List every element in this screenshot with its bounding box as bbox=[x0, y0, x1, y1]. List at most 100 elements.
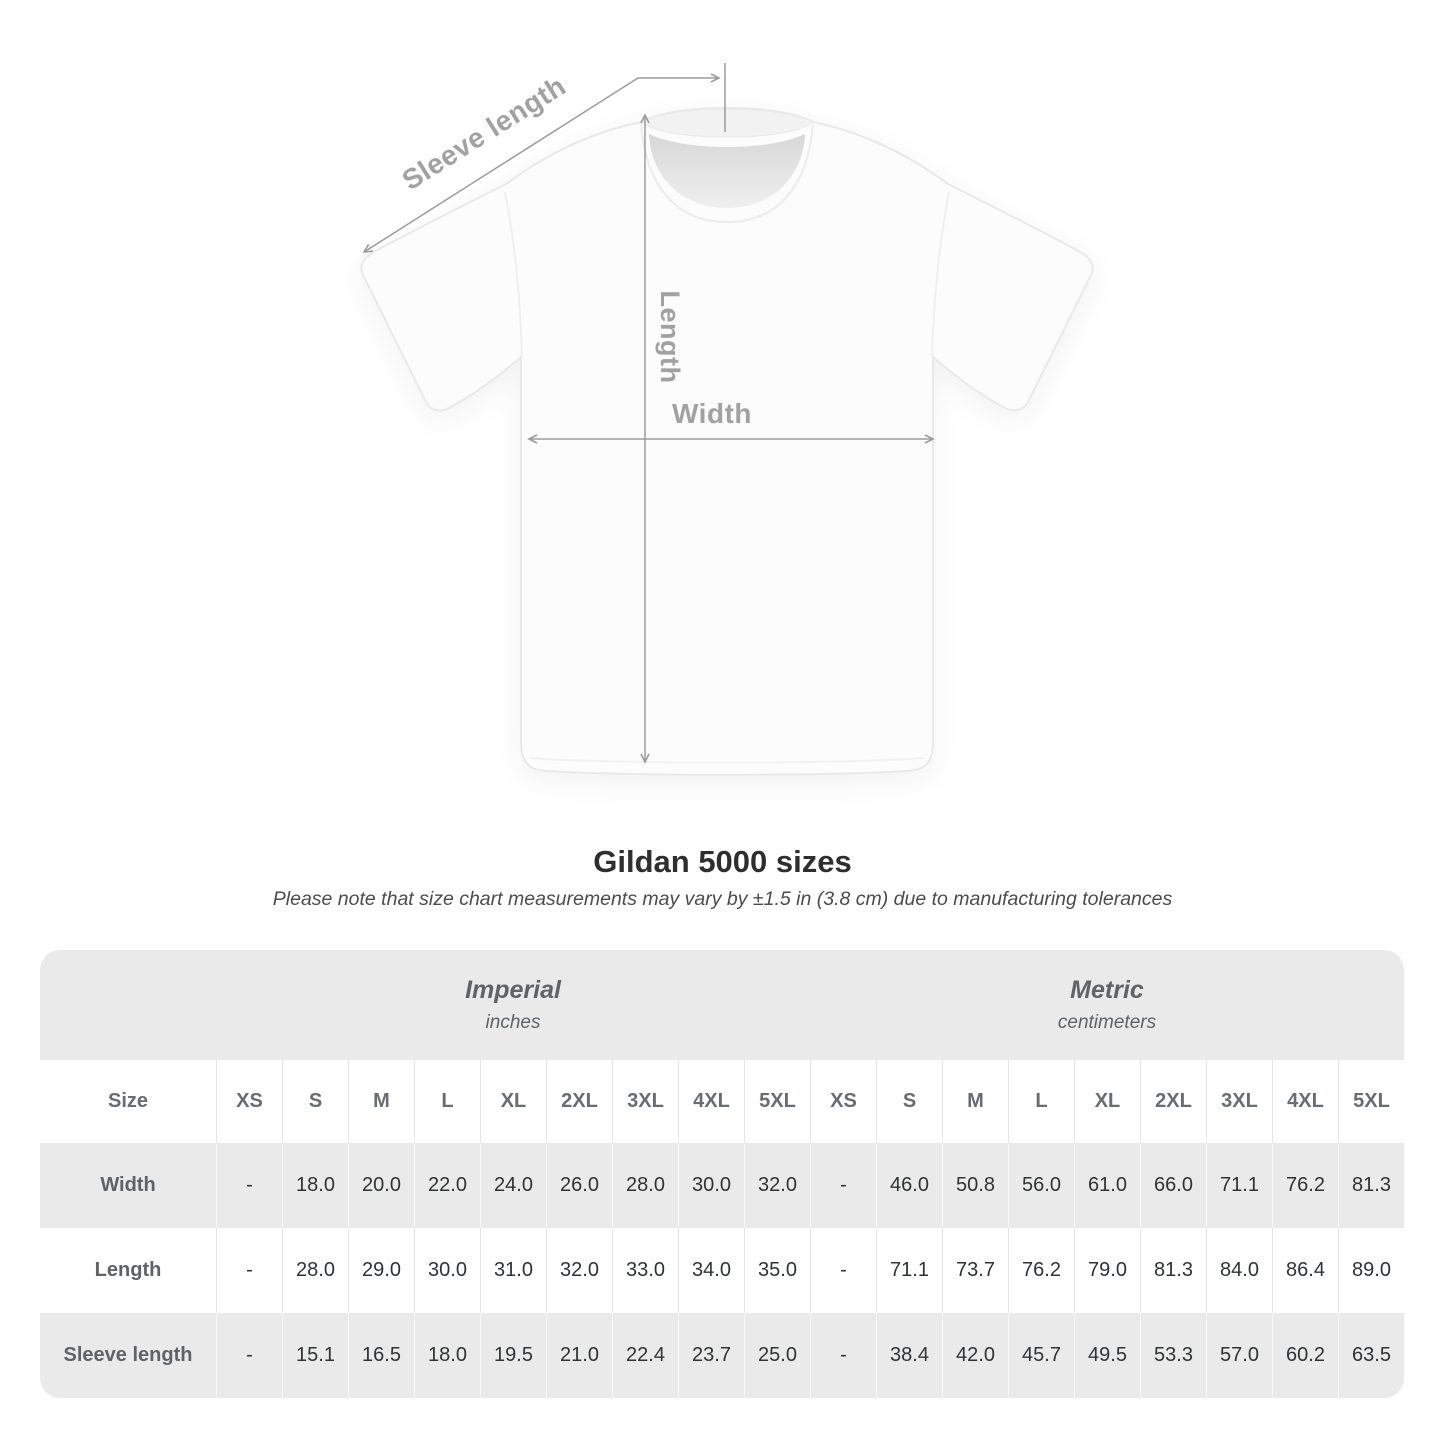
row-label-cell: Width bbox=[100, 1174, 156, 1196]
hem-seam bbox=[529, 757, 925, 764]
size-header-cell: 2XL bbox=[1140, 1060, 1206, 1143]
size-header-cell: M bbox=[942, 1060, 1008, 1143]
value-cell: 86.4 bbox=[1272, 1228, 1338, 1313]
size-header-cell: XL bbox=[480, 1060, 546, 1143]
value-cell: 60.2 bbox=[1272, 1313, 1338, 1398]
value-cell: 34.0 bbox=[678, 1228, 744, 1313]
row-label-cell: Length bbox=[94, 1259, 162, 1281]
size-header-cell: 5XL bbox=[744, 1060, 810, 1143]
size-header-cell: 5XL bbox=[1338, 1060, 1404, 1143]
sleeve-length-row: Sleeve length -15.1 16.5 18.0 19.5 21.0 22.4 23… bbox=[40, 1313, 1404, 1398]
value-cell: 35.0 bbox=[744, 1228, 810, 1313]
value-cell: 16.5 bbox=[348, 1313, 414, 1398]
size-header-cell: 4XL bbox=[1272, 1060, 1338, 1143]
size-column-header: Size bbox=[107, 1090, 149, 1112]
value-cell: 23.7 bbox=[678, 1313, 744, 1398]
value-cell: 33.0 bbox=[612, 1228, 678, 1313]
value-cell: 49.5 bbox=[1074, 1313, 1140, 1398]
tshirt-body bbox=[360, 106, 1094, 776]
length-row: Length -28.0 29.0 30.0 31.0 32.0 33.0 34.0 35.0-… bbox=[40, 1228, 1404, 1313]
value-cell: 84.0 bbox=[1206, 1228, 1272, 1313]
width-row: Width -18.0 20.0 22.0 24.0 26.0 28.0 30.0 32.0-4… bbox=[40, 1143, 1404, 1228]
size-header-cell: L bbox=[1008, 1060, 1074, 1143]
value-cell: 22.0 bbox=[414, 1143, 480, 1228]
value-cell: - bbox=[216, 1313, 282, 1398]
value-cell: 81.3 bbox=[1338, 1143, 1404, 1228]
value-cell: 89.0 bbox=[1338, 1228, 1404, 1313]
value-cell: 32.0 bbox=[744, 1143, 810, 1228]
value-cell: 63.5 bbox=[1338, 1313, 1404, 1398]
value-cell: 30.0 bbox=[414, 1228, 480, 1313]
tshirt-measurement-diagram: Sleeve length Length Width bbox=[360, 63, 1094, 776]
size-header-cell: S bbox=[282, 1060, 348, 1143]
value-cell: 71.1 bbox=[1206, 1143, 1272, 1228]
value-cell: 57.0 bbox=[1206, 1313, 1272, 1398]
value-cell: 24.0 bbox=[480, 1143, 546, 1228]
size-header-cell: M bbox=[348, 1060, 414, 1143]
metric-group-name: Metric bbox=[1070, 976, 1144, 1004]
value-cell: 45.7 bbox=[1008, 1313, 1074, 1398]
value-cell: 22.4 bbox=[612, 1313, 678, 1398]
value-cell: 56.0 bbox=[1008, 1143, 1074, 1228]
imperial-group-name: Imperial bbox=[465, 976, 561, 1004]
width-label: Width bbox=[672, 398, 752, 429]
imperial-group-header: Imperial inches bbox=[216, 950, 810, 1060]
size-header-cell: XS bbox=[810, 1060, 876, 1143]
value-cell: 26.0 bbox=[546, 1143, 612, 1228]
value-cell: 76.2 bbox=[1272, 1143, 1338, 1228]
length-label: Length bbox=[655, 291, 685, 384]
value-cell: - bbox=[810, 1313, 876, 1398]
size-table: Imperial inches Metric centimeters Size X… bbox=[40, 950, 1404, 1398]
value-cell: 79.0 bbox=[1074, 1228, 1140, 1313]
group-row-spacer bbox=[40, 950, 216, 1060]
imperial-group-unit: inches bbox=[485, 1012, 541, 1033]
value-cell: 76.2 bbox=[1008, 1228, 1074, 1313]
value-cell: 28.0 bbox=[612, 1143, 678, 1228]
metric-group-unit: centimeters bbox=[1057, 1012, 1157, 1033]
sleeve-seam-right bbox=[931, 191, 950, 357]
heading-section: Gildan 5000 sizes Please note that size … bbox=[0, 845, 1445, 911]
value-cell: 15.1 bbox=[282, 1313, 348, 1398]
value-cell: - bbox=[216, 1228, 282, 1313]
value-cell: 28.0 bbox=[282, 1228, 348, 1313]
value-cell: 31.0 bbox=[480, 1228, 546, 1313]
size-header-cell: XS bbox=[216, 1060, 282, 1143]
tshirt-graphic bbox=[360, 106, 1094, 776]
value-cell: 46.0 bbox=[876, 1143, 942, 1228]
row-label-cell: Sleeve length bbox=[63, 1344, 193, 1366]
size-header-cell: 3XL bbox=[612, 1060, 678, 1143]
value-cell: - bbox=[216, 1143, 282, 1228]
size-header-cell: L bbox=[414, 1060, 480, 1143]
size-header-row: Size XS S M L XL 2XL 3XL 4XL 5XL XS S M L XL 2XL 3XL 4XL 5… bbox=[40, 1060, 1404, 1143]
unit-group-row: Imperial inches Metric centimeters bbox=[40, 950, 1404, 1060]
size-header-cell: 2XL bbox=[546, 1060, 612, 1143]
value-cell: 32.0 bbox=[546, 1228, 612, 1313]
value-cell: - bbox=[810, 1228, 876, 1313]
value-cell: 21.0 bbox=[546, 1313, 612, 1398]
size-header-cell: S bbox=[876, 1060, 942, 1143]
value-cell: 29.0 bbox=[348, 1228, 414, 1313]
value-cell: - bbox=[810, 1143, 876, 1228]
value-cell: 38.4 bbox=[876, 1313, 942, 1398]
metric-group-header: Metric centimeters bbox=[810, 950, 1404, 1060]
page-title: Gildan 5000 sizes bbox=[593, 844, 852, 879]
value-cell: 53.3 bbox=[1140, 1313, 1206, 1398]
value-cell: 42.0 bbox=[942, 1313, 1008, 1398]
value-cell: 61.0 bbox=[1074, 1143, 1140, 1228]
value-cell: 71.1 bbox=[876, 1228, 942, 1313]
page-subtitle: Please note that size chart measurements… bbox=[272, 888, 1173, 910]
value-cell: 18.0 bbox=[282, 1143, 348, 1228]
value-cell: 18.0 bbox=[414, 1313, 480, 1398]
size-header-cell: XL bbox=[1074, 1060, 1140, 1143]
value-cell: 66.0 bbox=[1140, 1143, 1206, 1228]
size-header-cell: 4XL bbox=[678, 1060, 744, 1143]
value-cell: 19.5 bbox=[480, 1313, 546, 1398]
value-cell: 73.7 bbox=[942, 1228, 1008, 1313]
value-cell: 81.3 bbox=[1140, 1228, 1206, 1313]
value-cell: 50.8 bbox=[942, 1143, 1008, 1228]
value-cell: 25.0 bbox=[744, 1313, 810, 1398]
value-cell: 30.0 bbox=[678, 1143, 744, 1228]
sleeve-length-arrow bbox=[362, 73, 721, 253]
value-cell: 20.0 bbox=[348, 1143, 414, 1228]
size-header-cell: 3XL bbox=[1206, 1060, 1272, 1143]
